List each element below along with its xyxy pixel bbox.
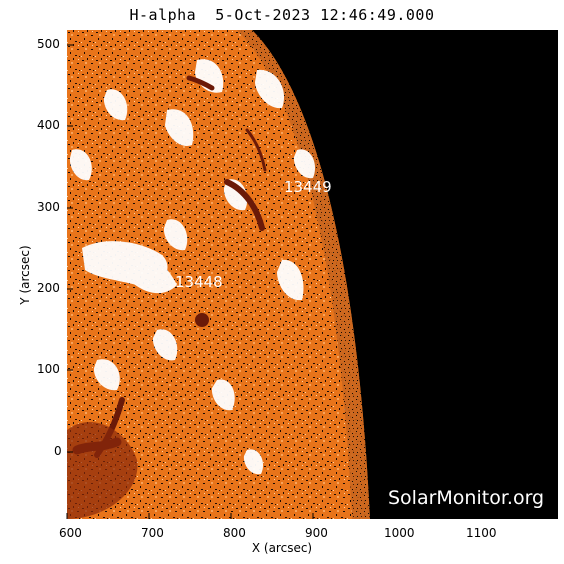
x-tick-label: 1100 [466, 526, 497, 540]
x-tick-label: 600 [59, 526, 82, 540]
watermark: SolarMonitor.org [388, 487, 545, 509]
active-region-label-13448: 13448 [175, 273, 223, 291]
dark-spot [195, 313, 209, 327]
solar-disk-image [67, 30, 370, 519]
y-tick-label: 400 [37, 118, 60, 132]
x-axis-label: X (arcsec) [251, 541, 313, 555]
y-tick-label: 100 [37, 362, 60, 376]
y-tick-label: 300 [37, 200, 60, 214]
active-region-label-13449: 13449 [284, 178, 332, 196]
y-tick-label: 0 [54, 444, 62, 458]
x-tick-label: 900 [305, 526, 328, 540]
x-tick-label: 800 [223, 526, 246, 540]
bright-plage-regions [69, 59, 316, 475]
solar-image-plot: 13449 13448 [67, 30, 558, 519]
x-tick-label: 700 [141, 526, 164, 540]
y-tick-label: 500 [37, 37, 60, 51]
y-tick-label: 200 [37, 281, 60, 295]
x-tick-label: 1000 [384, 526, 415, 540]
image-title: H-alpha 5-Oct-2023 12:46:49.000 [129, 6, 435, 24]
